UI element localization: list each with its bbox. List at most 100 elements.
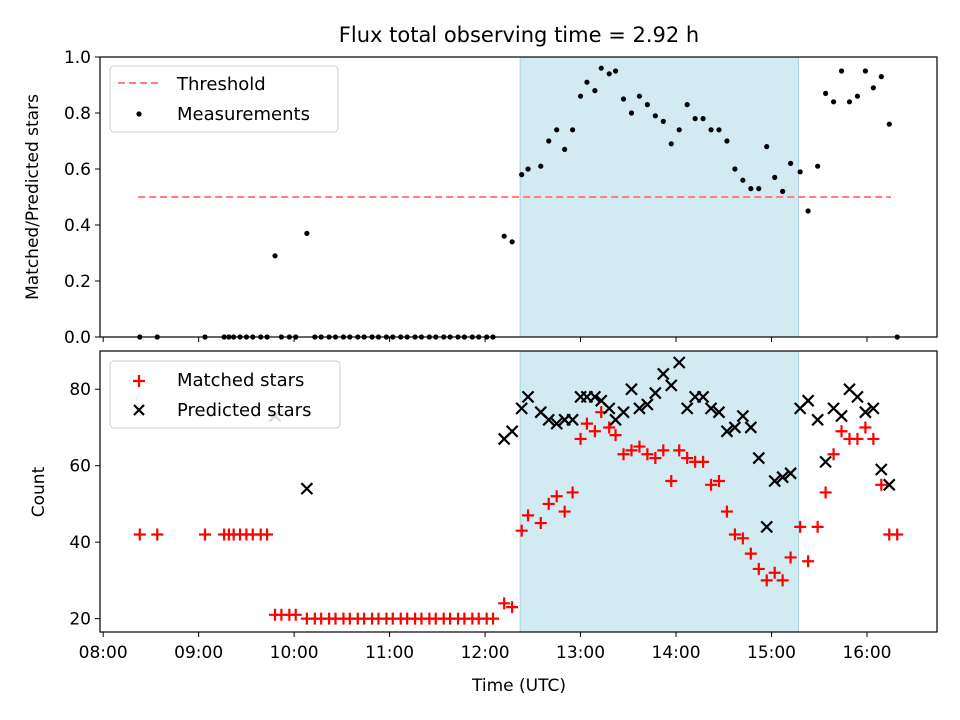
measurement-point xyxy=(570,127,576,133)
matched-star-point xyxy=(794,520,807,533)
measurement-point xyxy=(748,186,754,192)
matched-star-point xyxy=(515,524,528,537)
bottom-y-axis-label: Count xyxy=(29,466,49,517)
legend-predicted-marker xyxy=(133,404,145,416)
measurement-point xyxy=(684,102,690,108)
top-y-tick-label: 0.6 xyxy=(64,160,91,180)
bottom-y-tick-label: 40 xyxy=(69,533,91,553)
matched-star-point xyxy=(566,486,579,499)
predicted-star-point xyxy=(819,455,832,469)
measurement-point xyxy=(870,85,876,91)
measurement-point xyxy=(628,110,635,116)
top-y-tick-label: 0.4 xyxy=(64,216,91,236)
bottom-axes-frame xyxy=(99,350,938,633)
matched-star-point xyxy=(705,478,718,491)
matched-star-point xyxy=(609,429,622,442)
x-tick-label: 16:00 xyxy=(842,643,891,663)
matched-star-point xyxy=(641,448,654,461)
predicted-star-point xyxy=(882,478,896,492)
predicted-star-point xyxy=(680,402,694,415)
measurement-point xyxy=(815,163,821,169)
predicted-star-point xyxy=(736,409,750,423)
measurement-point xyxy=(708,127,714,133)
top-legend-box xyxy=(109,65,339,133)
predicted-star-point xyxy=(566,413,579,427)
measurement-point xyxy=(501,233,507,239)
matched-star-point xyxy=(802,555,815,568)
matched-star-point xyxy=(588,425,601,438)
predicted-star-point xyxy=(617,405,630,419)
matched-star-point xyxy=(151,528,164,541)
x-tick-label: 10:00 xyxy=(270,643,319,663)
predicted-star-point xyxy=(720,425,734,438)
measurement-point xyxy=(886,121,892,127)
predicted-star-point xyxy=(835,409,848,423)
top-y-tick-label: 0.8 xyxy=(64,104,91,124)
matched-star-point xyxy=(784,551,797,564)
top-axes-frame xyxy=(99,56,938,338)
bottom-legend-box xyxy=(109,360,341,429)
matched-star-point xyxy=(875,478,888,491)
predicted-star-point xyxy=(851,390,864,404)
matched-star-point xyxy=(558,505,571,518)
x-tick-label: 08:00 xyxy=(79,643,128,663)
top-panel: 0.0 0.2 0.4 0.6 0.8 1.0 Matched/Predicted sta… xyxy=(23,48,938,348)
predicted-star-point xyxy=(752,451,766,465)
bottom-y-tick-label: 60 xyxy=(69,457,91,477)
matched-star-point xyxy=(574,432,587,445)
measurement-point xyxy=(854,93,861,99)
matched-star-point xyxy=(697,455,710,468)
legend-predicted-label: Predicted stars xyxy=(177,400,311,421)
x-tick-label: 12:00 xyxy=(461,643,510,663)
measurement-point xyxy=(562,146,568,152)
legend-matched-label: Matched stars xyxy=(177,370,304,391)
measurement-point xyxy=(838,68,845,74)
measurement-point xyxy=(878,74,884,80)
measurement-point xyxy=(598,65,604,71)
matched-star-point xyxy=(736,532,749,545)
measurement-point xyxy=(788,160,794,166)
predicted-star-point xyxy=(704,402,718,415)
x-axis-label: Time (UTC) xyxy=(471,676,566,696)
measurement-point xyxy=(636,93,643,99)
matched-star-point xyxy=(859,421,872,434)
top-legend: Threshold Measurements xyxy=(109,65,339,133)
matched-star-point xyxy=(289,608,302,621)
x-tick-label: 11:00 xyxy=(365,643,414,663)
measurement-point xyxy=(724,138,730,144)
matched-star-point xyxy=(261,528,274,541)
predicted-star-point xyxy=(657,367,670,381)
predicted-star-point xyxy=(664,379,678,392)
matched-star-point xyxy=(522,509,535,522)
measurement-point xyxy=(272,253,278,259)
top-y-tick-label: 1.0 xyxy=(64,48,91,68)
matched-star-point xyxy=(649,452,662,465)
matched-star-point xyxy=(625,444,638,457)
measurement-point xyxy=(519,172,525,178)
measurement-point xyxy=(764,144,770,150)
matched-star-point xyxy=(681,452,694,465)
matched-star-point xyxy=(720,505,733,518)
matched-star-point xyxy=(580,417,593,430)
measurement-point xyxy=(612,68,619,74)
matched-star-point xyxy=(752,562,765,575)
measurement-point xyxy=(592,88,598,94)
matched-star-point xyxy=(776,574,789,587)
matched-star-point xyxy=(867,432,880,445)
measurement-point xyxy=(676,127,682,133)
predicted-star-point xyxy=(550,417,563,430)
measurement-point xyxy=(823,90,829,96)
matched-star-point xyxy=(534,517,547,530)
matched-star-point xyxy=(744,547,757,560)
matched-star-point xyxy=(728,528,741,541)
x-tick-label: 13:00 xyxy=(556,643,605,663)
legend-measurements-label: Measurements xyxy=(177,104,310,125)
x-tick-label: 14:00 xyxy=(652,643,701,663)
matched-star-point xyxy=(603,421,616,434)
matched-star-point xyxy=(768,566,781,579)
predicted-star-point xyxy=(515,402,528,415)
measurement-point xyxy=(546,138,552,144)
measurement-point xyxy=(846,99,853,105)
bottom-y-tick-label: 20 xyxy=(69,610,91,630)
